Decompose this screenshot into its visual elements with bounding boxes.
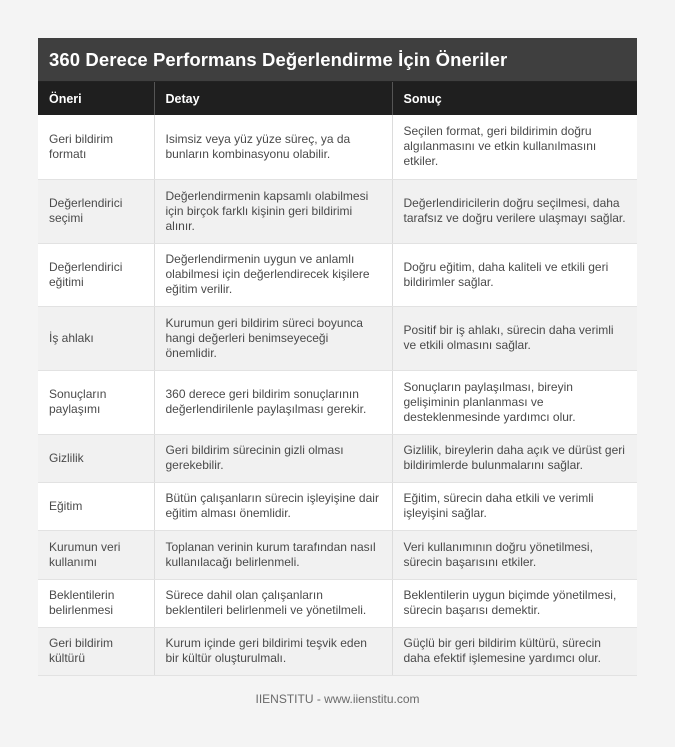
table-header-row: Öneri Detay Sonuç: [38, 82, 637, 115]
cell-sonuc: Positif bir iş ahlakı, sürecin daha veri…: [392, 306, 637, 371]
cell-oneri: Geri bildirim formatı: [38, 115, 155, 180]
table-row: Geri bildirim kültürü Kurum içinde geri …: [38, 627, 637, 676]
footer-credit: IIENSTITU - www.iienstitu.com: [255, 692, 420, 706]
column-header-oneri: Öneri: [38, 82, 155, 115]
cell-oneri: Değerlendirici seçimi: [38, 179, 155, 244]
cell-detay: Değerlendirmenin kapsamlı olabilmesi içi…: [154, 179, 393, 244]
cell-oneri: Değerlendirici eğitimi: [38, 243, 155, 307]
cell-sonuc: Doğru eğitim, daha kaliteli ve etkili ge…: [392, 243, 637, 307]
cell-detay: Toplanan verinin kurum tarafından nasıl …: [154, 530, 393, 580]
cell-detay: Değerlendirmenin uygun ve anlamlı olabil…: [154, 243, 393, 307]
cell-sonuc: Eğitim, sürecin daha etkili ve verimli i…: [392, 482, 637, 531]
cell-sonuc: Sonuçların paylaşılması, bireyin gelişim…: [392, 370, 637, 435]
cell-detay: Kurum içinde geri bildirimi teşvik eden …: [154, 627, 393, 676]
cell-oneri: Gizlilik: [38, 434, 155, 483]
cell-oneri: Kurumun veri kullanımı: [38, 530, 155, 580]
table-row: Gizlilik Geri bildirim sürecinin gizli o…: [38, 434, 637, 483]
table-row: Geri bildirim formatı Isimsiz veya yüz y…: [38, 115, 637, 180]
cell-detay: Bütün çalışanların sürecin işleyişine da…: [154, 482, 393, 531]
table-row: Beklentilerin belirlenmesi Sürece dahil …: [38, 579, 637, 628]
cell-sonuc: Güçlü bir geri bildirim kültürü, sürecin…: [392, 627, 637, 676]
table-row: İş ahlakı Kurumun geri bildirim süreci b…: [38, 306, 637, 371]
cell-sonuc: Seçilen format, geri bildirimin doğru al…: [392, 115, 637, 180]
cell-detay: Sürece dahil olan çalışanların beklentil…: [154, 579, 393, 628]
table-row: Eğitim Bütün çalışanların sürecin işleyi…: [38, 482, 637, 531]
cell-detay: Geri bildirim sürecinin gizli olması ger…: [154, 434, 393, 483]
cell-oneri: İş ahlakı: [38, 306, 155, 371]
cell-detay: Kurumun geri bildirim süreci boyunca han…: [154, 306, 393, 371]
cell-oneri: Sonuçların paylaşımı: [38, 370, 155, 435]
table-row: Kurumun veri kullanımı Toplanan verinin …: [38, 530, 637, 580]
cell-sonuc: Gizlilik, bireylerin daha açık ve dürüst…: [392, 434, 637, 483]
recommendations-table: Öneri Detay Sonuç Geri bildirim formatı …: [38, 82, 637, 676]
table-row: Değerlendirici seçimi Değerlendirmenin k…: [38, 179, 637, 244]
cell-detay: Isimsiz veya yüz yüze süreç, ya da bunla…: [154, 115, 393, 180]
cell-detay: 360 derece geri bildirim sonuçlarının de…: [154, 370, 393, 435]
cell-oneri: Beklentilerin belirlenmesi: [38, 579, 155, 628]
cell-sonuc: Beklentilerin uygun biçimde yönetilmesi,…: [392, 579, 637, 628]
cell-sonuc: Değerlendiricilerin doğru seçilmesi, dah…: [392, 179, 637, 244]
table-card: 360 Derece Performans Değerlendirme İçin…: [38, 38, 637, 676]
column-header-sonuc: Sonuç: [392, 82, 637, 115]
cell-oneri: Eğitim: [38, 482, 155, 531]
table-row: Değerlendirici eğitimi Değerlendirmenin …: [38, 243, 637, 307]
table-title: 360 Derece Performans Değerlendirme İçin…: [38, 38, 637, 82]
column-header-detay: Detay: [154, 82, 393, 115]
cell-sonuc: Veri kullanımının doğru yönetilmesi, sür…: [392, 530, 637, 580]
table-row: Sonuçların paylaşımı 360 derece geri bil…: [38, 370, 637, 435]
cell-oneri: Geri bildirim kültürü: [38, 627, 155, 676]
